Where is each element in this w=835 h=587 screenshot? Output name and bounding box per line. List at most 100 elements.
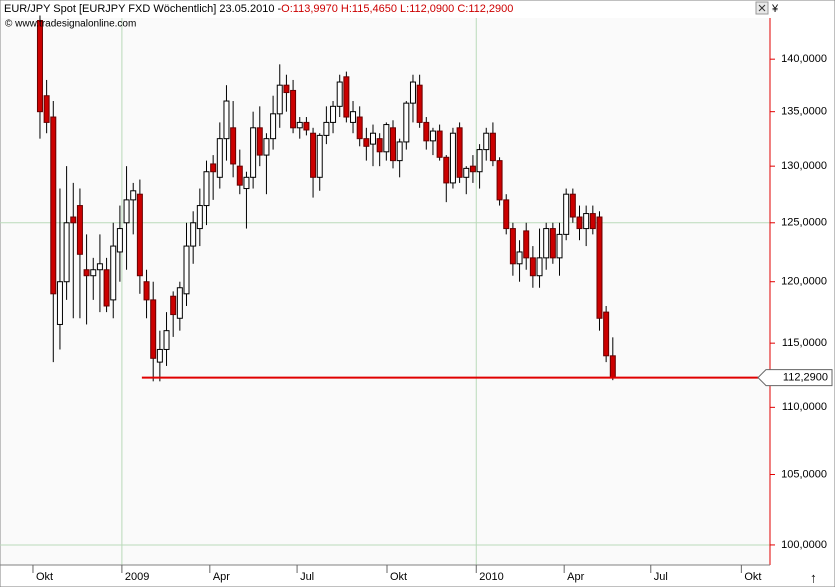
chart-title: EUR/JPY Spot [EURJPY FXD Wöchentlich] 23… — [4, 3, 282, 15]
candle-body — [123, 199, 130, 224]
candle-body — [176, 287, 183, 319]
y-tick-label: 115,0000 — [782, 337, 827, 349]
candle-body — [436, 130, 443, 158]
candle-body — [409, 81, 416, 104]
candle-body — [96, 263, 103, 271]
price-marker — [757, 369, 833, 387]
candle-body — [576, 216, 583, 230]
candle-body — [523, 230, 530, 259]
x-tick-label: Jul — [654, 571, 668, 583]
candle-body — [603, 311, 610, 357]
x-tick-label: Apr — [213, 571, 230, 583]
candle-body — [296, 121, 303, 129]
candle-body — [316, 134, 323, 178]
candle-body — [489, 132, 496, 162]
price-marker-label: 112,2900 — [783, 371, 828, 383]
candle-body — [483, 132, 490, 151]
candle-body — [363, 138, 370, 147]
candle-body — [56, 281, 63, 325]
candle-body — [476, 149, 483, 173]
candle-body — [216, 138, 223, 178]
candle-body — [529, 257, 536, 277]
candle-body — [370, 132, 377, 145]
candle-body — [336, 81, 343, 107]
candle-body — [70, 216, 77, 224]
x-tick-label: Okt — [390, 571, 407, 583]
plot-area — [1, 18, 770, 565]
x-tick-label: Apr — [567, 571, 584, 583]
candle-body — [83, 269, 90, 277]
x-tick-label: 2010 — [479, 571, 503, 583]
x-tick-label: 2009 — [125, 571, 149, 583]
candle-body — [43, 95, 50, 123]
candle-body — [270, 113, 277, 140]
candle-body — [243, 176, 250, 190]
x-tick-label: Okt — [744, 571, 761, 583]
candle-body — [90, 269, 97, 277]
currency-symbol: ¥ — [771, 3, 779, 15]
candle-body — [156, 348, 163, 363]
candle-body — [469, 165, 476, 173]
candle-body — [543, 228, 550, 259]
candle-body — [609, 355, 616, 379]
candle-body — [223, 100, 230, 140]
candle-body — [563, 193, 570, 235]
candle-body — [283, 84, 290, 94]
ohlc-readout: O:113,9970 H:115,4650 L:112,0900 C:112,2… — [281, 3, 513, 15]
candle-body — [396, 141, 403, 162]
candle-body — [350, 111, 357, 123]
candle-body — [170, 295, 177, 316]
candle-body — [509, 228, 516, 265]
candle-body — [356, 116, 363, 140]
y-tick-label: 120,0000 — [781, 276, 827, 288]
y-tick-label: 110,0000 — [782, 401, 827, 413]
candle-body — [276, 84, 283, 115]
candle-body — [496, 160, 503, 201]
candle-body — [76, 205, 83, 255]
candle-body — [310, 132, 317, 178]
candle-body — [376, 138, 383, 153]
candle-body — [323, 121, 330, 136]
y-tick-label: 130,0000 — [781, 160, 827, 172]
candle-body — [429, 130, 436, 142]
candle-body — [343, 76, 350, 118]
candle-body — [463, 167, 470, 178]
candle-body — [303, 121, 310, 131]
y-tick-label: 100,0000 — [781, 539, 827, 551]
candle-body — [116, 228, 123, 253]
candle-body — [589, 213, 596, 230]
candle-body — [583, 213, 590, 230]
candle-body — [263, 138, 270, 156]
candle-body — [416, 84, 423, 123]
y-tick-label: 125,0000 — [781, 217, 827, 229]
scroll-arrow[interactable]: ↑ — [810, 570, 817, 586]
candle-body — [203, 171, 210, 207]
candle-body — [143, 281, 150, 301]
candle-body — [389, 127, 396, 162]
layer: 100,0000 105,0000 110,0000 115,0000 120,0000… — [0, 15, 833, 583]
candle-body — [36, 20, 43, 113]
y-tick-label: 105,0000 — [781, 468, 827, 480]
candle-body — [250, 127, 257, 178]
candle-body — [236, 165, 243, 186]
close-icon — [758, 4, 766, 12]
candle-body — [556, 233, 563, 259]
candle-body — [503, 199, 510, 230]
candle-body — [449, 132, 456, 184]
candle-body — [569, 193, 576, 218]
candle-body — [150, 299, 157, 359]
candle-body — [256, 127, 263, 156]
candle-body — [290, 89, 297, 129]
x-tick-label: Jul — [300, 571, 314, 583]
candle-body — [110, 245, 117, 301]
candle-body — [536, 257, 543, 277]
candle-body — [443, 156, 450, 184]
candle-body — [423, 121, 430, 142]
candle-body — [163, 330, 170, 350]
candle-body — [383, 124, 390, 153]
candle-body — [516, 251, 523, 265]
y-tick-label: 135,0000 — [781, 106, 827, 118]
candle-body — [456, 127, 463, 178]
